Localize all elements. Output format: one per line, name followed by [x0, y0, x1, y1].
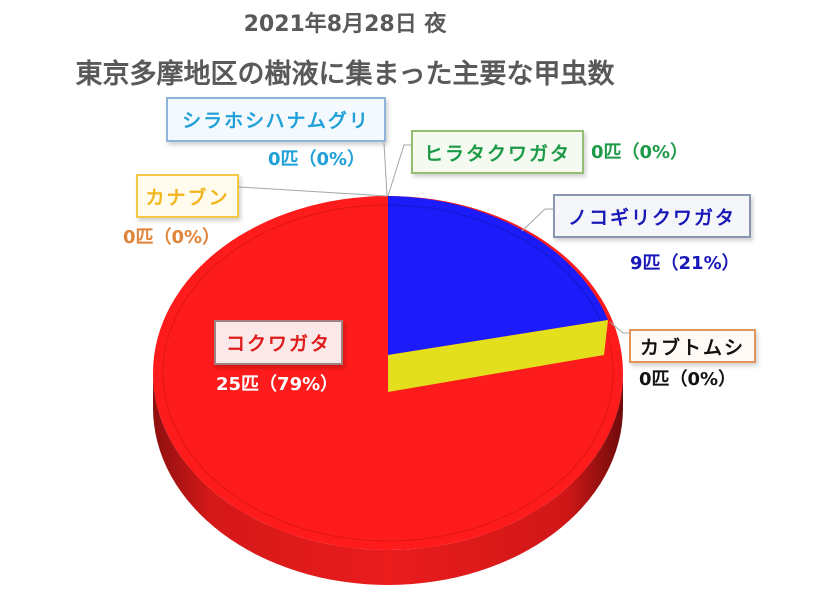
chart-title: 2021年8月28日 夜	[243, 12, 447, 37]
label-hirata-kuwagata: ヒラタクワガタ	[411, 130, 584, 174]
value-kabutomushi: 0匹（0%）	[639, 369, 737, 390]
leader-line-nokogiri	[521, 208, 553, 232]
value-hirata-kuwagata: 0匹（0%）	[591, 142, 689, 163]
value-kokuwagata: 25匹（79%）	[216, 374, 339, 395]
leader-line-shirahoshi	[383, 142, 388, 197]
value-nokogiri-kuwagata: 9匹（21%）	[630, 253, 740, 274]
slice-bevel-line-blue	[387, 204, 601, 321]
leader-lines	[238, 142, 629, 334]
leader-line-kabutomushi	[609, 321, 629, 334]
label-nokogiri-kuwagata: ノコギリクワガタ	[553, 194, 751, 238]
slice-kabutomushi-face	[388, 320, 608, 392]
label-kokuwagata: コクワガタ	[214, 320, 343, 365]
slice-nokogiri-kuwagata	[388, 196, 608, 355]
leader-line-kanabun	[238, 186, 388, 197]
pie-side-wall	[153, 373, 623, 585]
label-kabutomushi: カブトムシ	[629, 329, 756, 363]
label-kanabun: カナブン	[136, 174, 239, 218]
label-shirahoshi-hanamuguri: シラホシハナムグリ	[166, 97, 386, 142]
value-kanabun: 0匹（0%）	[123, 227, 221, 248]
leader-line-hirata	[387, 144, 411, 197]
value-shirahoshi-hanamuguri: 0匹（0%）	[268, 149, 366, 170]
chart-subtitle: 東京多摩地区の樹液に集まった主要な甲虫数	[75, 59, 615, 90]
